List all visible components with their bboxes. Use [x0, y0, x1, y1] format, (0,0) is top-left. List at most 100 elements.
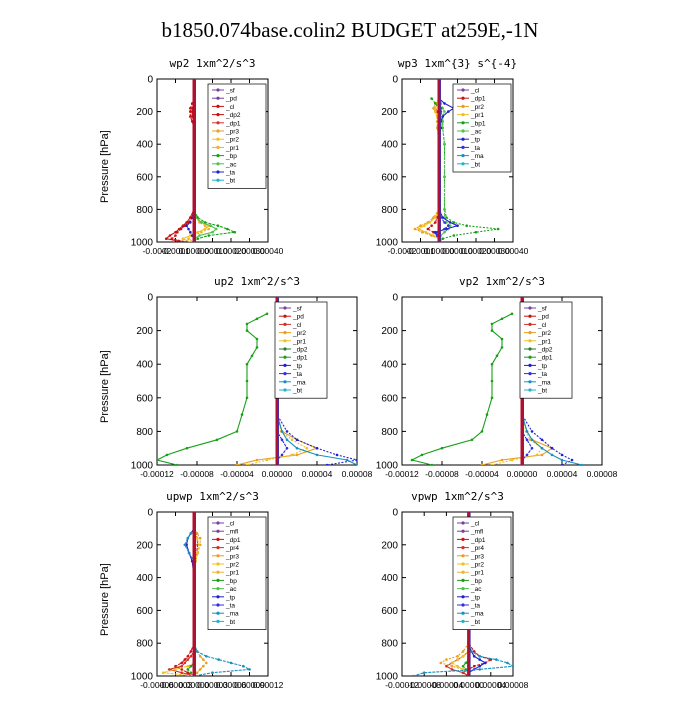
- data-point: [240, 413, 244, 416]
- data-point: [530, 446, 534, 450]
- x-tick-label: -0.00012: [385, 680, 419, 690]
- data-point: [441, 237, 444, 240]
- legend-marker: [283, 339, 287, 343]
- legend-label: _ma: [225, 611, 239, 618]
- data-point: [443, 221, 446, 224]
- legend-marker: [461, 537, 465, 541]
- legend-label: _pd: [537, 314, 549, 321]
- data-point: [525, 453, 529, 457]
- data-point: [443, 227, 446, 231]
- data-point: [183, 543, 187, 547]
- data-point: [456, 658, 459, 661]
- data-point: [217, 658, 220, 661]
- data-point: [203, 227, 207, 231]
- data-point: [255, 317, 259, 321]
- chart-svg-upwp: 0 200 400 600 800 1000-0.00006-0.000030.00000…: [131, 508, 284, 691]
- data-point: [434, 107, 437, 110]
- legend-box: [207, 516, 267, 630]
- data-point: [165, 237, 168, 240]
- x-tick-label: -0.0002: [388, 246, 417, 256]
- panel-title: wp2 1xm^2/s^3: [169, 57, 256, 70]
- legend-marker: [461, 162, 465, 166]
- x-tick-label: -0.00004: [220, 469, 254, 479]
- legend-marker: [283, 331, 287, 335]
- legend-marker: [461, 578, 465, 582]
- x-tick-label: 0.00003: [197, 680, 228, 690]
- data-point: [285, 446, 289, 450]
- legend-label: _ta: [537, 371, 547, 378]
- data-point: [456, 664, 459, 668]
- data-point: [255, 337, 259, 341]
- legend-label: _pr3: [225, 553, 239, 560]
- data-point: [325, 463, 329, 465]
- data-point: [345, 458, 349, 462]
- data-point: [443, 102, 446, 105]
- legend-marker: [216, 88, 220, 92]
- data-point: [478, 658, 481, 661]
- y-tick-label: 0: [392, 75, 398, 86]
- data-point: [355, 463, 357, 465]
- data-point: [161, 671, 165, 674]
- legend-label: _tp: [225, 594, 235, 601]
- data-point: [434, 216, 437, 219]
- data-point: [200, 221, 203, 224]
- x-tick-label: 0.00010: [197, 246, 228, 256]
- panel-title: vp2 1xm^2/s^3: [458, 275, 546, 288]
- data-point: [500, 317, 504, 321]
- data-point: [480, 463, 484, 465]
- y-tick-label: 200: [136, 107, 153, 118]
- legend-label: _ac: [225, 161, 237, 168]
- data-point: [175, 463, 179, 465]
- legend-marker: [216, 521, 220, 525]
- legend-label: _ta: [470, 145, 480, 152]
- data-point: [205, 655, 208, 658]
- data-point: [195, 671, 199, 674]
- data-point: [506, 661, 509, 665]
- data-point: [417, 227, 420, 231]
- legend-marker: [461, 154, 465, 158]
- data-point: [443, 208, 446, 211]
- data-point: [447, 110, 450, 113]
- x-tick-label: -0.00003: [159, 680, 193, 690]
- legend-label: _ac: [225, 586, 237, 593]
- y-tick-label: 1000: [376, 672, 399, 683]
- data-point: [495, 658, 498, 661]
- legend-label: _pr2: [225, 137, 239, 144]
- legend-marker: [528, 314, 532, 318]
- data-point: [189, 671, 193, 674]
- data-point: [496, 227, 500, 231]
- y-tick-label: 800: [136, 205, 153, 216]
- data-point: [187, 237, 190, 240]
- data-point: [202, 664, 205, 668]
- data-point: [484, 661, 487, 665]
- legend-label: _mfl: [470, 529, 484, 536]
- x-tick-label: 0.00009: [234, 680, 265, 690]
- data-point: [250, 354, 254, 358]
- data-point: [490, 362, 494, 366]
- data-point: [461, 655, 465, 658]
- legend-label: _dp1: [470, 96, 486, 103]
- plot-frame: [156, 296, 358, 466]
- data-point: [452, 221, 456, 224]
- data-point: [540, 446, 544, 450]
- data-point: [165, 453, 169, 457]
- legend-label: _ma: [470, 611, 484, 618]
- data-point: [490, 379, 494, 383]
- data-point: [500, 346, 504, 349]
- data-point: [452, 234, 456, 237]
- data-point: [490, 329, 494, 332]
- y-tick-label: 1000: [131, 461, 154, 472]
- data-point: [540, 453, 544, 457]
- y-tick-label: 400: [136, 140, 153, 151]
- series-group: [157, 312, 357, 465]
- x-tick-label: -0.00012: [385, 469, 419, 479]
- data-point: [189, 107, 192, 110]
- legend-label: _pr3: [470, 553, 484, 560]
- panel-title: up2 1xm^2/s^3: [213, 275, 301, 288]
- data-point: [428, 221, 432, 224]
- legend-marker: [216, 603, 220, 607]
- legend-label: _mfl: [225, 529, 239, 536]
- legend-label: _ta: [470, 603, 480, 610]
- legend-marker: [216, 162, 220, 166]
- data-point: [580, 463, 584, 465]
